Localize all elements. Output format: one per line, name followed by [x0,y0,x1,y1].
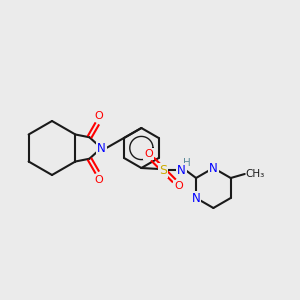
Text: N: N [97,142,106,154]
Text: CH₃: CH₃ [246,169,265,179]
Text: N: N [177,164,186,176]
Text: H: H [182,158,190,168]
Text: O: O [94,111,103,122]
Text: O: O [174,181,183,191]
Text: O: O [144,149,153,159]
Text: N: N [192,191,200,205]
Text: O: O [94,175,103,184]
Text: S: S [159,164,167,176]
Text: N: N [209,161,218,175]
